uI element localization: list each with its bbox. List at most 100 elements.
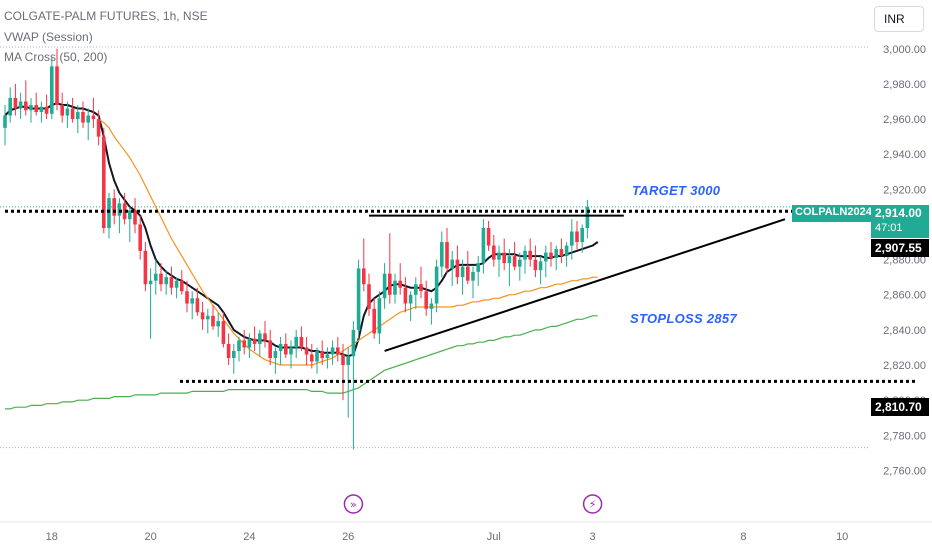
event-icon-glyph: » [350,498,357,511]
candle-body [575,231,579,243]
candle-body [299,336,304,348]
candle-body [216,321,220,327]
lower-level-label: 2,810.70 [871,398,929,416]
time-tick-label: 20 [144,531,156,543]
candle-body [460,266,465,278]
candle-body [258,333,262,344]
candle-body [86,115,90,123]
last-price-label: 2,914.00 47:01 [871,205,929,238]
candle-body [190,298,194,304]
candle-body [585,206,590,228]
candle-body [185,291,189,304]
candle-body [440,242,444,267]
time-axis: 18202426Jul38101 [46,531,849,543]
candle-body [549,252,553,258]
candles [3,48,590,450]
candle-body [424,291,428,309]
candle-body [13,97,18,109]
price-tick-label: 2,920.00 [883,184,926,196]
drawn-line-trendline [384,218,786,352]
time-tick-label: Jul [487,531,501,543]
candle-body [507,256,512,264]
candle-body [486,227,491,246]
price-tick-label: 2,840.00 [883,325,926,337]
candle-body [476,263,480,272]
series-line-ma-200 [5,315,598,410]
candle-body [50,66,54,114]
event-icon-ring [343,494,364,514]
indicator-ma-cross-label[interactable]: MA Cross (50, 200) [4,50,108,64]
stoploss-annotation: STOPLOSS 2857 [630,311,737,326]
candle-body [278,343,283,351]
price-tick-label: 2,760.00 [883,465,926,477]
candle-body [388,273,392,295]
event-icon-glyph: ⚡ [589,498,597,511]
time-tick-label: 24 [243,531,255,543]
event-icon-ring [582,494,603,514]
time-tick-label: 10 [836,531,848,543]
candle-body [70,108,75,120]
candle-body [336,347,340,355]
candle-body [24,101,28,111]
candle-body [34,105,38,113]
indicator-vwap-label[interactable]: VWAP (Session) [4,30,93,44]
candle-body [65,108,70,116]
dividend-lightning-icon[interactable]: ⚡ [582,494,603,514]
candle-body [232,350,236,358]
candle-body [174,280,179,288]
candle-body [564,245,569,257]
time-tick-label: 18 [46,531,58,543]
candle-body [419,284,423,292]
candle-body [528,250,532,260]
candle-body [304,347,309,355]
candle-body [434,266,439,304]
candle-body [398,280,402,288]
last-price-value: 2,914.00 [875,206,922,220]
candle-body [310,354,314,362]
candle-body [554,249,558,258]
candle-body [81,112,85,123]
candle-body [445,242,449,269]
candle-body [455,259,460,278]
candle-body [341,354,345,366]
candle-body [128,210,132,220]
candle-body [325,354,330,358]
price-tick-label: 2,780.00 [883,430,926,442]
candle-body [39,106,44,113]
currency-button[interactable]: INR [874,6,924,32]
candle-body [252,338,257,344]
candle-body [414,284,418,295]
candle-body [122,203,127,220]
candle-body [362,268,366,285]
candle-body [320,350,324,358]
candle-body [580,227,584,243]
candle-body [180,280,184,292]
candle-body [393,280,397,295]
candle-body [76,112,80,120]
candle-body [497,252,501,260]
candle-body [294,336,298,348]
time-tick-label: 26 [342,531,354,543]
candle-body [330,347,335,355]
candle-body [211,315,215,327]
target-annotation: TARGET 3000 [632,183,721,198]
candle-body [143,250,148,285]
candle-body [492,245,496,260]
candle-body [559,249,564,257]
candle-body [533,259,538,271]
fast-forward-icon[interactable]: » [343,494,364,514]
price-tick-label: 2,880.00 [883,255,926,267]
price-tick-label: 3,000.00 [883,44,926,56]
candle-body [29,105,33,111]
candle-body [195,298,200,313]
candle-body [206,315,210,320]
candle-body [544,252,548,262]
candle-body [450,259,454,269]
candle-body [55,66,59,106]
candle-body [117,203,122,216]
symbol-price-tag: COLPALN2024 [792,205,875,222]
candle-body [429,303,434,309]
candle-body [221,321,226,344]
candle-body [102,136,106,228]
